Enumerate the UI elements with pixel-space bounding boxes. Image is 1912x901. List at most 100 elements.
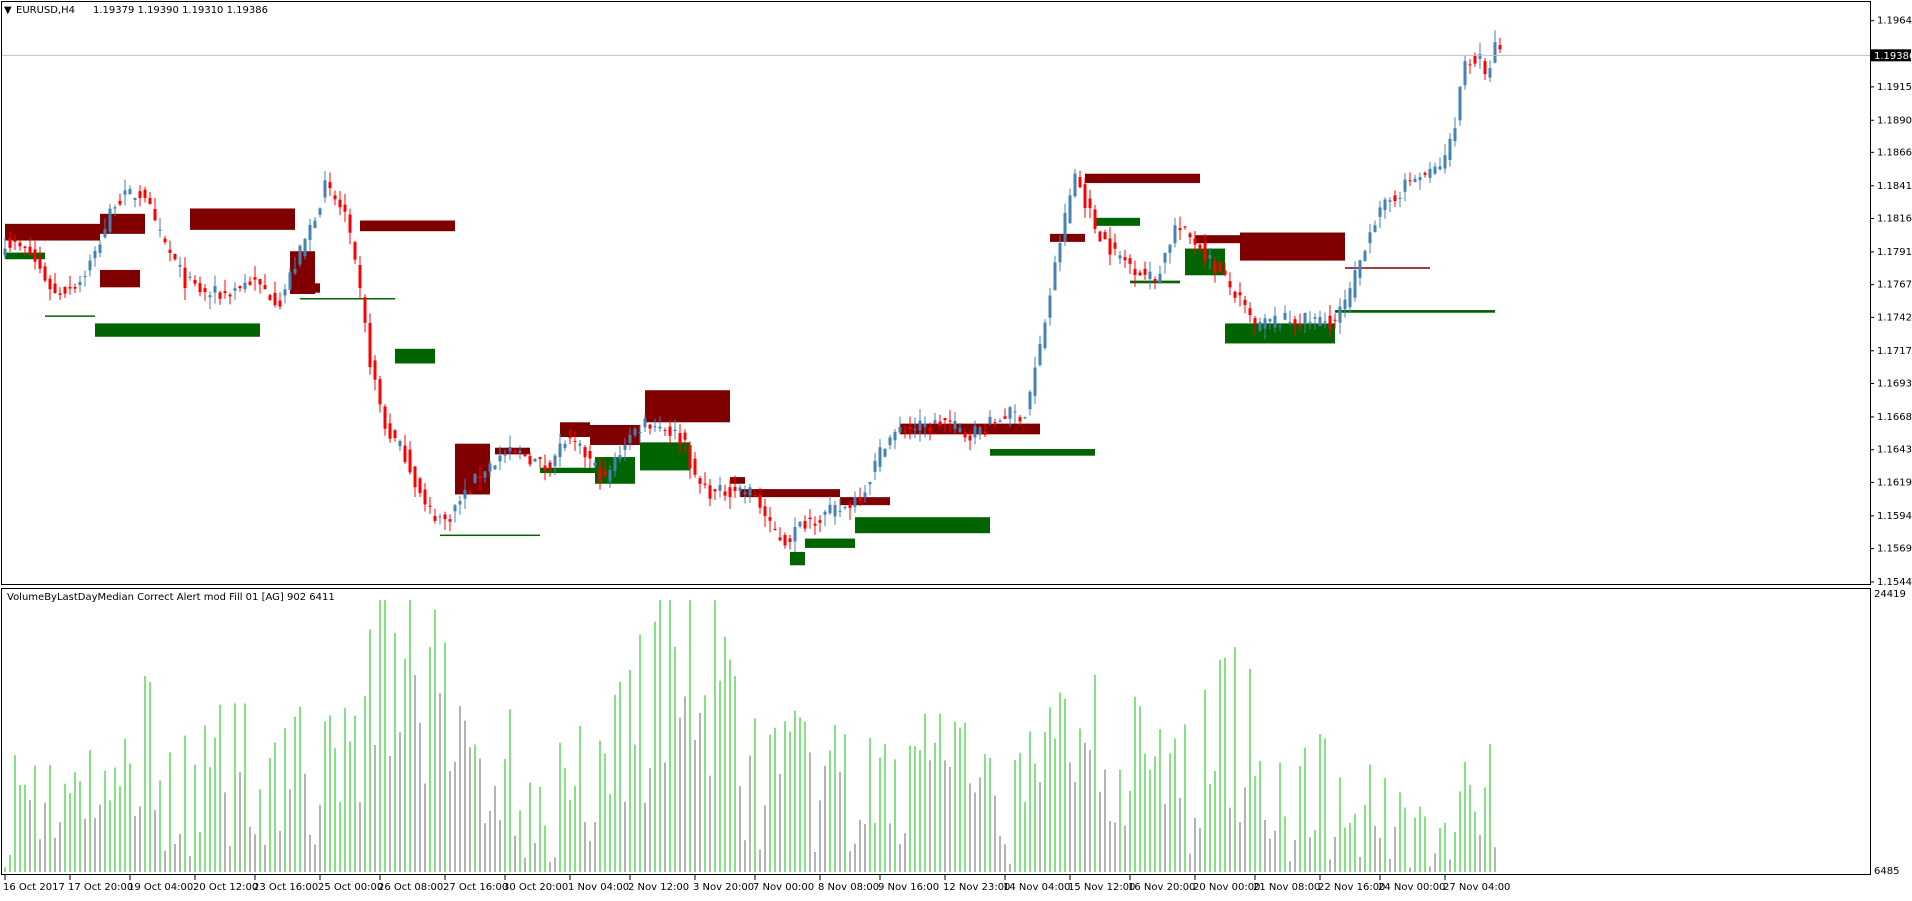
candle-body [308, 224, 312, 240]
candle-body [1288, 322, 1292, 324]
demand-zone [790, 551, 805, 566]
candle-body [203, 288, 207, 293]
candle-body [133, 197, 137, 200]
candle-body [968, 435, 972, 441]
candle-body [1233, 291, 1237, 298]
candle-body [3, 248, 7, 256]
window-menu-icon[interactable]: ▼ [4, 5, 12, 16]
candle-body [1103, 231, 1107, 240]
candle-body [473, 473, 477, 483]
price-tick-label: 1.16680 [1877, 412, 1912, 423]
time-tick-label: 24 Nov 00:00 [1378, 882, 1445, 893]
candle-body [233, 288, 237, 291]
candle-body [1098, 231, 1102, 242]
candle-body [728, 487, 732, 498]
candle-body [1303, 312, 1307, 324]
candle-body [823, 511, 827, 515]
supply-zone [1085, 173, 1200, 184]
candle-body [1373, 225, 1377, 232]
candle-body [463, 489, 467, 499]
candle-body [718, 485, 722, 491]
candle-body [1468, 64, 1472, 66]
candle-body [193, 279, 197, 284]
candle-body [393, 430, 397, 439]
candle-body [418, 478, 422, 493]
candle-body [1358, 260, 1362, 278]
candle-body [603, 470, 607, 476]
supply-zone [900, 423, 1040, 435]
candle-body [1318, 317, 1322, 327]
candle-body [283, 289, 287, 296]
candle-body [813, 523, 817, 526]
candle-body [663, 430, 667, 432]
candle-body [1028, 391, 1032, 410]
candle-body [258, 279, 262, 285]
candle-body [613, 457, 617, 471]
candle-body [1338, 306, 1342, 323]
candle-body [1298, 323, 1302, 327]
price-tick-label: 1.17915 [1877, 247, 1912, 258]
candle-body [1343, 299, 1347, 310]
candle-body [243, 282, 247, 290]
candle-body [868, 482, 872, 485]
candle-body [1283, 312, 1287, 320]
demand-zone [1335, 310, 1495, 313]
candle-body [783, 535, 787, 546]
candle-body [1113, 242, 1117, 249]
candle-body [33, 249, 37, 262]
candle-body [433, 516, 437, 521]
candle-body [1038, 343, 1042, 366]
candle-body [93, 250, 97, 259]
candle-body [533, 458, 537, 462]
candle-body [48, 278, 52, 290]
candle-body [503, 454, 507, 456]
volume-min-label: 6485 [1874, 866, 1899, 877]
demand-zone [640, 442, 690, 471]
candle-body [1243, 299, 1247, 306]
candle-body [998, 420, 1002, 423]
candle-body [703, 483, 707, 485]
candle-body [893, 431, 897, 441]
candle-body [953, 420, 957, 430]
candle-body [1418, 177, 1422, 181]
candle-body [373, 360, 377, 380]
candle-body [1388, 200, 1392, 202]
candle-body [573, 440, 577, 442]
candle-body [8, 238, 12, 248]
candle-body [1208, 255, 1212, 259]
candle-body [478, 476, 482, 479]
candle-body [548, 462, 552, 469]
price-tick-label: 1.15445 [1877, 577, 1912, 588]
candle-body [1238, 292, 1242, 296]
candle-body [1178, 228, 1182, 231]
candle-body [173, 253, 177, 260]
indicator-label: VolumeByLastDayMedian Correct Alert mod … [7, 592, 335, 603]
candle-body [1273, 315, 1277, 328]
candle-body [1213, 261, 1217, 274]
demand-zone [95, 323, 260, 337]
supply-zone [100, 213, 145, 234]
candle-body [793, 527, 797, 542]
supply-zone [1050, 233, 1085, 242]
candle-body [578, 443, 582, 446]
candle-body [453, 505, 457, 512]
candle-body [118, 200, 122, 205]
candle-body [743, 492, 747, 495]
candle-body [368, 322, 372, 368]
candle-body [273, 292, 277, 306]
price-tick-label: 1.19645 [1877, 16, 1912, 27]
candle-body [943, 418, 947, 421]
price-tick-label: 1.19150 [1877, 82, 1912, 93]
candle-body [218, 292, 222, 299]
candle-body [13, 240, 17, 242]
candle-body [1218, 262, 1222, 272]
candle-body [1378, 207, 1382, 217]
supply-zone [645, 390, 730, 423]
candle-body [103, 228, 107, 238]
candle-body [563, 443, 567, 449]
demand-zone [45, 315, 95, 317]
time-tick-label: 1 Nov 04:00 [568, 882, 629, 893]
candle-body [423, 489, 427, 505]
time-tick-label: 27 Nov 04:00 [1443, 882, 1510, 893]
demand-zone [300, 298, 395, 300]
